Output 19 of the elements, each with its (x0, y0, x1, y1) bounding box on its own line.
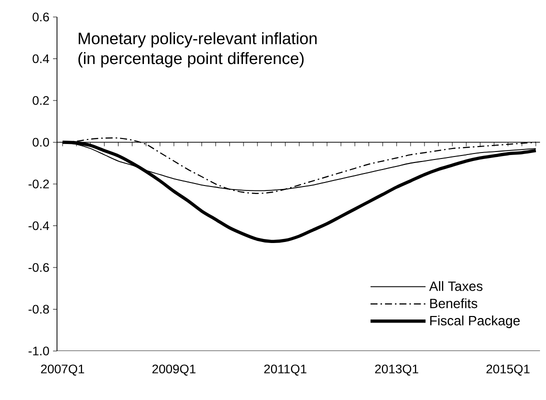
legend-label: Benefits (430, 298, 478, 308)
y-tick-label: -0.2 (28, 180, 49, 188)
text: (in percentage point difference) (78, 52, 304, 68)
x-tick-label: 2007Q1 (41, 364, 84, 376)
x-tick-label: 2015Q1 (486, 364, 530, 376)
y-tick-label: 0.2 (32, 96, 49, 105)
y-tick-label: -1.0 (28, 346, 50, 356)
y-tick-label: 0.6 (32, 12, 49, 22)
y-tick-label: 0.4 (32, 54, 50, 64)
y-tick-label: -0.6 (28, 263, 49, 272)
x-tick-label: 2009Q1 (152, 364, 196, 376)
y-tick-label: 0.0 (32, 138, 50, 147)
legend-label: All Taxes (429, 281, 482, 291)
x-tick-label: 2013Q1 (375, 364, 418, 376)
y-tick-label: -0.8 (28, 304, 49, 314)
legend-label: Fiscal Package (430, 316, 520, 328)
text: Monetary policy-relevant inflation (78, 32, 317, 48)
x-tick-label: 2011Q1 (264, 364, 306, 376)
y-tick-label: -0.4 (28, 221, 50, 230)
